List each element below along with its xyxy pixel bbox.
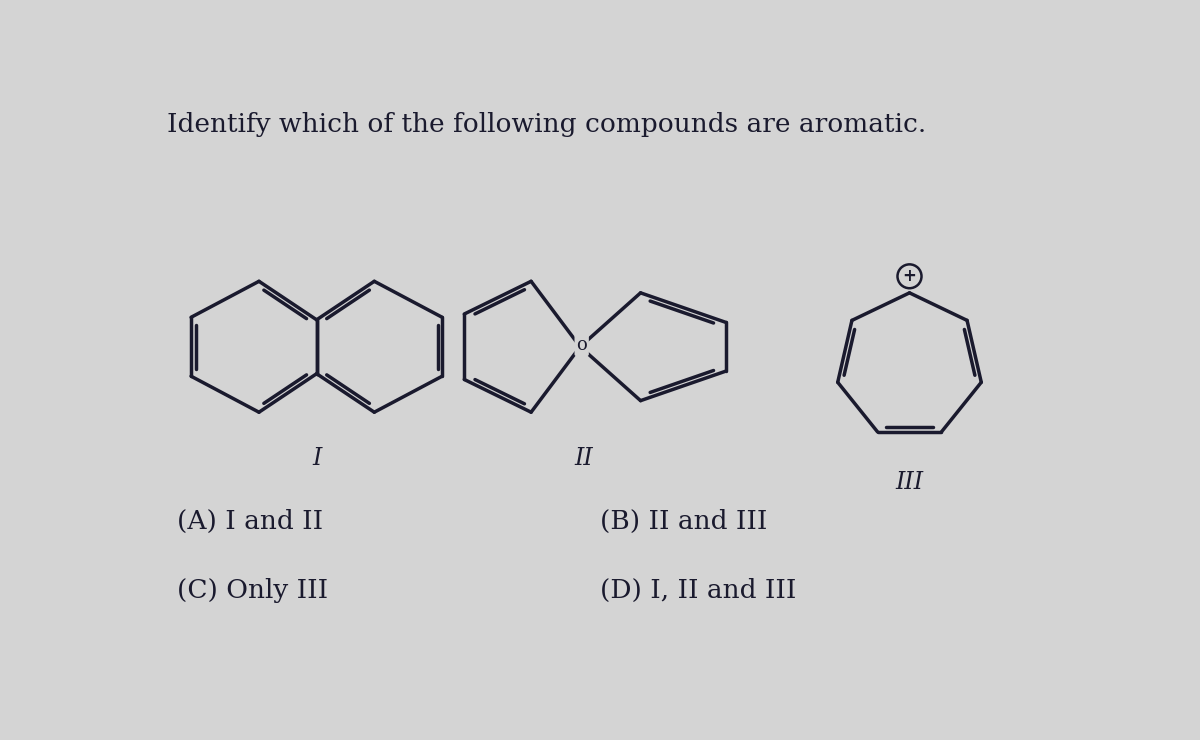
Text: II: II <box>575 447 593 470</box>
Text: Identify which of the following compounds are aromatic.: Identify which of the following compound… <box>167 112 926 137</box>
Text: (A) I and II: (A) I and II <box>178 508 323 534</box>
Text: I: I <box>312 447 322 470</box>
Text: o: o <box>576 336 587 354</box>
Text: (D) I, II and III: (D) I, II and III <box>600 578 796 603</box>
Text: III: III <box>895 471 924 494</box>
Text: (B) II and III: (B) II and III <box>600 508 767 534</box>
Text: +: + <box>902 267 917 286</box>
Text: (C) Only III: (C) Only III <box>178 578 329 603</box>
